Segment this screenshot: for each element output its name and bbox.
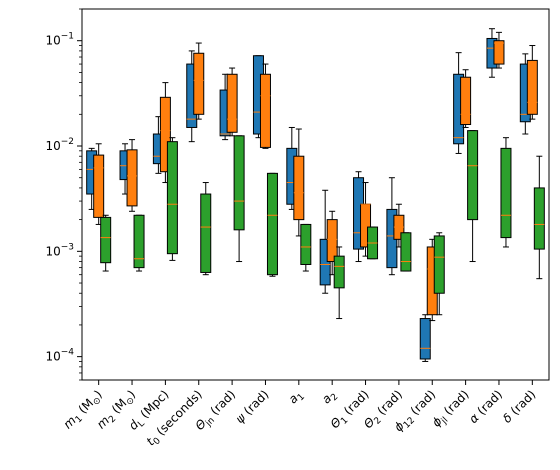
- box-s2-5: [266, 172, 278, 277]
- x-tick-label: δ (rad): [500, 387, 538, 425]
- box-s2-6: [300, 223, 312, 272]
- box-s2-11: [467, 130, 479, 263]
- box-iqr: [293, 155, 305, 221]
- y-tick-label: 10−3: [45, 242, 74, 258]
- box-iqr: [93, 154, 105, 218]
- box-iqr: [460, 76, 472, 126]
- box-s1-13: [526, 45, 538, 120]
- x-tick-label: a2: [319, 387, 340, 408]
- box-s1-3: [193, 42, 205, 120]
- box-s2-3: [200, 182, 212, 276]
- box-s2-7: [333, 246, 345, 320]
- box-s1-8: [360, 182, 372, 257]
- box-iqr: [200, 193, 212, 273]
- box-s2-9: [400, 232, 412, 272]
- box-s1-6: [293, 128, 305, 237]
- box-iqr: [100, 216, 112, 264]
- box-s1-11: [460, 69, 472, 128]
- box-iqr: [133, 214, 145, 269]
- box-iqr: [333, 255, 345, 289]
- box-s1-4: [226, 67, 238, 137]
- x-tick-label: α (rad): [466, 387, 505, 426]
- box-iqr: [433, 235, 445, 294]
- box-iqr: [419, 318, 431, 360]
- box-s2-1: [133, 214, 145, 272]
- box-iqr: [326, 219, 338, 263]
- box-s1-9: [393, 203, 405, 248]
- y-axis: 10−4 10−3 10−2 10−1: [45, 8, 82, 381]
- box-s1-0: [93, 143, 105, 225]
- box-s2-12: [500, 137, 512, 248]
- box-iqr: [259, 73, 271, 148]
- box-iqr: [233, 135, 245, 231]
- box-iqr: [266, 172, 278, 276]
- box-s1-1: [126, 139, 138, 212]
- y-tick-label: 10−2: [45, 137, 74, 153]
- box-iqr: [300, 223, 312, 265]
- box-s1-5: [259, 63, 271, 149]
- box-iqr: [319, 238, 331, 286]
- box-iqr: [193, 52, 205, 115]
- y-tick-label: 10−4: [45, 348, 74, 364]
- box-iqr: [166, 141, 178, 255]
- plot-area: [86, 28, 545, 362]
- box-iqr: [226, 73, 238, 133]
- box-iqr: [500, 147, 512, 239]
- box-s1-2: [159, 82, 171, 184]
- box-iqr: [400, 232, 412, 272]
- box-s0-7: [319, 189, 331, 294]
- x-tick-label: ψ (rad): [233, 387, 272, 426]
- box-s2-10: [433, 232, 445, 316]
- box-iqr: [493, 40, 505, 65]
- x-axis: m1 (M⊙)m2 (M⊙)dL (Mpc)t0 (seconds)Θjn (r…: [61, 380, 538, 449]
- box-s2-4: [233, 135, 245, 263]
- box-s2-2: [166, 137, 178, 261]
- y-tick-label: 10−1: [45, 32, 74, 48]
- box-s0-1: [119, 143, 131, 195]
- x-tick-label: ϕjl (rad): [429, 387, 474, 432]
- box-s2-8: [367, 226, 379, 260]
- box-iqr: [526, 59, 538, 115]
- box-s2-0: [100, 214, 112, 272]
- box-iqr: [126, 149, 138, 207]
- box-s2-13: [533, 155, 545, 280]
- x-tick-label: a1: [286, 387, 307, 408]
- box-iqr: [159, 96, 171, 173]
- box-iqr: [533, 187, 545, 250]
- box-s0-10: [419, 314, 431, 362]
- box-s1-12: [493, 31, 505, 69]
- axes-frame: [81, 8, 550, 381]
- box-s1-7: [326, 210, 338, 276]
- box-iqr: [467, 130, 479, 221]
